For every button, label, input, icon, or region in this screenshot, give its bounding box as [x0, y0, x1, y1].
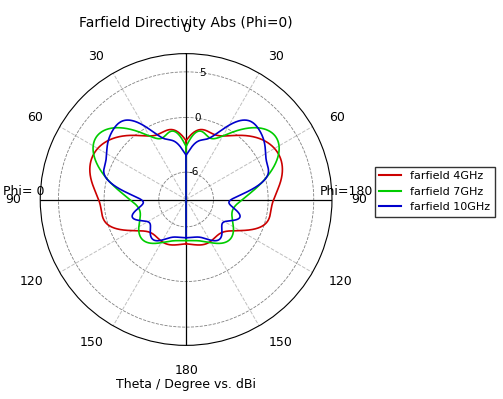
- Text: 0: 0: [195, 113, 201, 123]
- Text: 150: 150: [269, 336, 292, 349]
- Text: 120: 120: [329, 275, 353, 288]
- Text: Phi=180: Phi=180: [319, 185, 373, 198]
- Text: 0: 0: [182, 22, 190, 35]
- Text: 5: 5: [200, 67, 206, 77]
- Text: Phi= 0: Phi= 0: [3, 185, 44, 198]
- Text: 180: 180: [174, 364, 198, 377]
- Text: 60: 60: [28, 111, 43, 124]
- Text: 90: 90: [6, 193, 21, 206]
- Text: -6: -6: [189, 167, 199, 177]
- Text: 30: 30: [269, 50, 284, 63]
- Text: 60: 60: [329, 111, 345, 124]
- Text: 150: 150: [80, 336, 104, 349]
- Text: 90: 90: [351, 193, 367, 206]
- Text: 30: 30: [88, 50, 104, 63]
- Text: Theta / Degree vs. dBi: Theta / Degree vs. dBi: [116, 378, 256, 391]
- Text: 120: 120: [20, 275, 43, 288]
- Legend: farfield 4GHz, farfield 7GHz, farfield 10GHz: farfield 4GHz, farfield 7GHz, farfield 1…: [375, 166, 495, 217]
- Text: Farfield Directivity Abs (Phi=0): Farfield Directivity Abs (Phi=0): [79, 16, 293, 30]
